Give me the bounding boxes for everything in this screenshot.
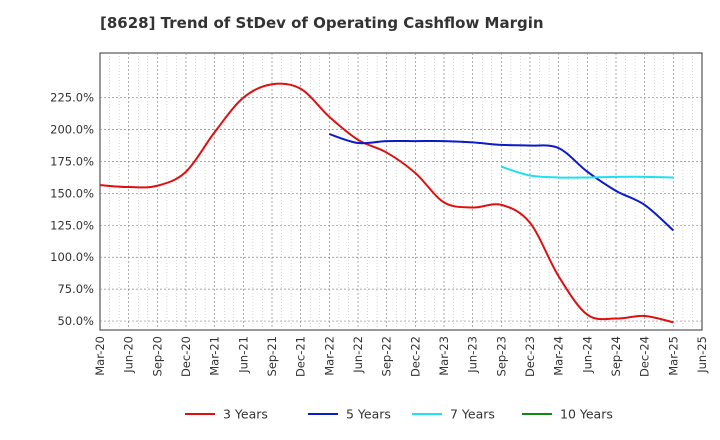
x-tick-label: Mar-24 <box>552 336 566 376</box>
x-tick-label: Dec-24 <box>638 336 652 377</box>
x-tick-label: Mar-25 <box>666 336 680 376</box>
y-tick-label: 100.0% <box>50 250 94 264</box>
series-line-3-years <box>99 82 674 324</box>
x-tick-label: Mar-22 <box>322 336 336 376</box>
x-tick-label: Sep-22 <box>380 336 394 376</box>
legend-label: 3 Years <box>223 407 268 422</box>
x-tick-label: Mar-20 <box>93 336 107 376</box>
x-tick-label: Dec-22 <box>408 336 422 377</box>
chart-title: [8628] Trend of StDev of Operating Cashf… <box>100 14 544 32</box>
x-tick-label: Dec-23 <box>523 336 537 377</box>
y-tick-label: 175.0% <box>50 155 94 169</box>
series-line-5-years <box>329 133 674 232</box>
x-tick-label: Sep-20 <box>150 336 164 376</box>
x-tick-label: Jun-23 <box>466 336 480 374</box>
x-tick-label: Mar-21 <box>208 336 222 376</box>
x-tick-label: Sep-23 <box>494 336 508 376</box>
x-tick-label: Sep-21 <box>265 336 279 376</box>
x-tick-label: Jun-25 <box>695 336 709 374</box>
y-tick-label: 125.0% <box>50 218 94 232</box>
legend-label: 7 Years <box>450 407 495 422</box>
x-tick-label: Sep-24 <box>609 336 623 376</box>
y-tick-label: 225.0% <box>50 91 94 105</box>
y-tick-label: 50.0% <box>57 314 94 328</box>
x-tick-label: Jun-24 <box>580 336 594 374</box>
x-tick-label: Jun-22 <box>351 336 365 374</box>
plot-frame <box>99 52 703 331</box>
x-tick-label: Dec-21 <box>294 336 308 377</box>
legend-label: 5 Years <box>346 407 391 422</box>
series-line-7-years <box>501 165 674 179</box>
x-tick-label: Jun-21 <box>236 336 250 374</box>
x-tick-label: Dec-20 <box>179 336 193 377</box>
y-tick-label: 75.0% <box>57 282 94 296</box>
y-tick-label: 200.0% <box>50 123 94 137</box>
legend-label: 10 Years <box>560 407 613 422</box>
x-tick-label: Jun-20 <box>122 336 136 374</box>
y-tick-label: 150.0% <box>50 186 94 200</box>
x-tick-label: Mar-23 <box>437 336 451 376</box>
